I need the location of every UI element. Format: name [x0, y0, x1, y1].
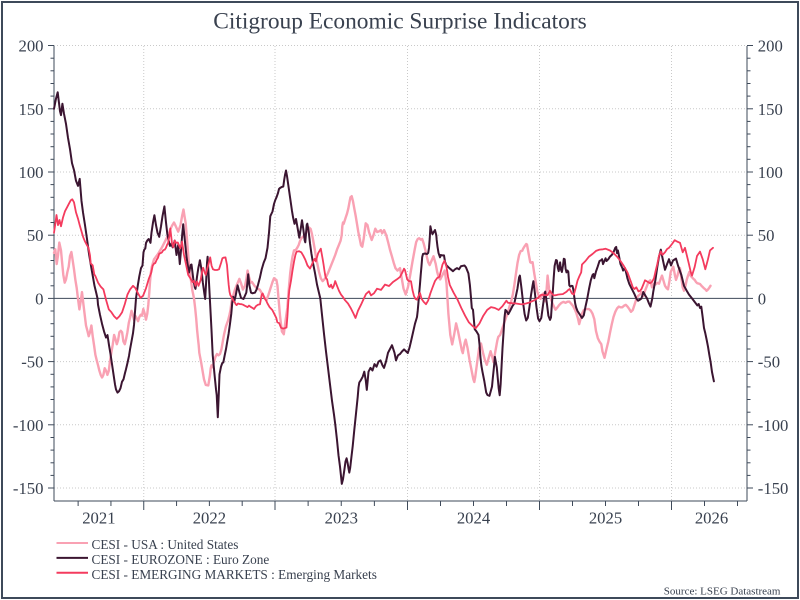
svg-text:CESI - USA : United States: CESI - USA : United States	[92, 537, 239, 552]
svg-text:0: 0	[35, 289, 43, 308]
svg-text:CESI - EMERGING MARKETS : Emer: CESI - EMERGING MARKETS : Emerging Marke…	[92, 567, 377, 582]
svg-text:Citigroup Economic Surprise In: Citigroup Economic Surprise Indicators	[213, 9, 587, 35]
svg-text:150: 150	[758, 100, 783, 119]
svg-text:-50: -50	[21, 353, 43, 372]
svg-text:-100: -100	[13, 416, 44, 435]
svg-text:2021: 2021	[82, 509, 115, 528]
svg-text:100: 100	[758, 163, 783, 182]
svg-text:2023: 2023	[325, 509, 358, 528]
svg-text:2022: 2022	[193, 509, 226, 528]
svg-text:Source: LSEG Datastream: Source: LSEG Datastream	[664, 586, 781, 598]
svg-text:CESI - EUROZONE : Euro Zone: CESI - EUROZONE : Euro Zone	[92, 552, 270, 567]
svg-text:-50: -50	[758, 353, 780, 372]
svg-text:100: 100	[18, 163, 43, 182]
svg-text:2024: 2024	[457, 509, 491, 528]
svg-text:200: 200	[18, 37, 43, 56]
svg-text:50: 50	[27, 226, 44, 245]
svg-text:0: 0	[758, 289, 766, 308]
svg-text:-150: -150	[758, 479, 789, 498]
svg-text:2025: 2025	[589, 509, 622, 528]
svg-text:150: 150	[18, 100, 43, 119]
svg-text:2026: 2026	[695, 509, 728, 528]
svg-text:-150: -150	[13, 479, 44, 498]
svg-text:-100: -100	[758, 416, 789, 435]
svg-text:200: 200	[758, 37, 783, 56]
svg-text:50: 50	[758, 226, 775, 245]
